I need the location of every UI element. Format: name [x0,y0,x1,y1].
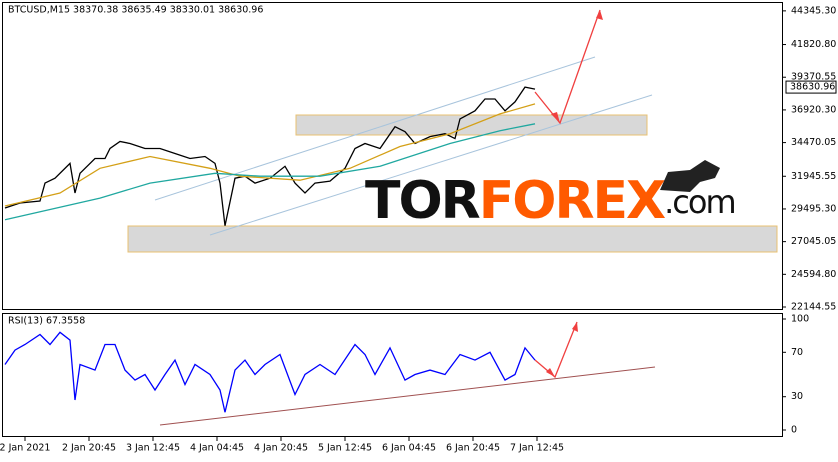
support-zone [127,225,778,253]
y-tick-label: 70 [791,347,803,358]
y-tick-label: 30 [791,391,803,402]
arrow-head [596,10,603,20]
y-tick-label: 41820.80 [791,39,836,50]
last-price-label: 38630.96 [790,82,835,93]
y-tick-label: 31945.55 [791,171,836,182]
watermark-part: FOREX [479,171,666,231]
x-tick-label: 2 Jan 2021 [0,443,50,454]
x-tick-label: 2 Jan 20:45 [62,443,116,454]
x-tick-label: 7 Jan 12:45 [510,443,564,454]
channel-line [209,94,653,236]
y-tick-label: 24594.80 [791,269,836,280]
arrow-head [572,322,578,332]
arrow-head [546,368,555,377]
series-line [4,103,536,207]
series-line [4,123,536,221]
chart-title: BTCUSD,M15 38370.38 38635.49 38330.01 38… [8,5,263,16]
last-price-box [785,80,837,94]
y-tick-label: 39370.55 [791,72,836,83]
series-line [4,86,536,226]
x-tick-label: 4 Jan 20:45 [254,443,308,454]
arrow-head [551,112,560,123]
y-tick-label: 0 [791,425,797,436]
rsi-trend-line [159,366,656,426]
y-tick-label: 22144.55 [791,302,836,313]
y-tick-label: 36920.30 [791,104,836,115]
series-line [4,331,536,413]
x-tick-label: 6 Jan 20:45 [446,443,500,454]
bull-logo [660,160,720,192]
watermark-part: TOR [365,171,480,231]
y-tick-label: 34470.05 [791,137,836,148]
y-tick-label: 44345.30 [791,5,836,16]
y-tick-label: 100 [791,313,809,324]
x-tick-label: 3 Jan 12:45 [126,443,180,454]
arrow-heads [546,10,603,377]
price-panel [2,2,783,310]
x-tick-label: 5 Jan 12:45 [318,443,372,454]
chart-title: RSI(13) 67.3558 [8,316,85,327]
x-tick-label: 6 Jan 04:45 [382,443,436,454]
x-tick-label: 4 Jan 04:45 [190,443,244,454]
channel-line [154,56,596,201]
y-tick-label: 27045.05 [791,236,836,247]
y-tick-label: 29495.30 [791,203,836,214]
rsi-panel [2,313,783,437]
